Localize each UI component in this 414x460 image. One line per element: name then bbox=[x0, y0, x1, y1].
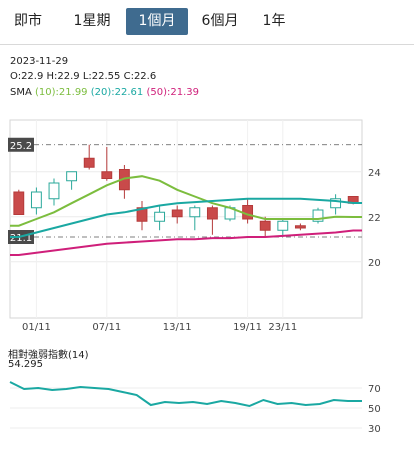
sma10-line bbox=[10, 175, 362, 227]
candle-up bbox=[330, 198, 342, 209]
candle-up bbox=[277, 220, 289, 231]
x-tick-label: 07/11 bbox=[92, 322, 121, 333]
x-tick-label: 23/11 bbox=[268, 322, 297, 333]
period-tabs: 即市 1星期 1個月 6個月 1年 bbox=[0, 0, 414, 45]
rsi-title: 相對強弱指數(14) bbox=[8, 346, 89, 361]
candle-down bbox=[83, 157, 95, 168]
candle-up bbox=[154, 211, 166, 222]
tab-1-month[interactable]: 1個月 bbox=[126, 8, 188, 35]
reference-label: 25.2 bbox=[10, 141, 32, 152]
candle-down bbox=[206, 207, 218, 220]
candle-down bbox=[136, 207, 148, 222]
candle-down bbox=[171, 209, 183, 218]
x-tick-label: 19/11 bbox=[233, 322, 262, 333]
candle-up bbox=[189, 207, 201, 218]
rsi-line bbox=[9, 381, 362, 408]
sma20-line bbox=[10, 197, 362, 238]
rsi-tick-label: 50 bbox=[368, 404, 381, 415]
sma-legend: SMA (10):21.99 (20):22.61 (50):21.39 bbox=[10, 86, 199, 99]
tab-realtime[interactable]: 即市 bbox=[14, 13, 42, 29]
sma50-line bbox=[10, 229, 362, 256]
y-tick-label: 20 bbox=[368, 258, 381, 269]
y-tick-label: 24 bbox=[368, 168, 381, 179]
reference-label: 21.1 bbox=[10, 233, 32, 244]
price-chart[interactable]: 20 22 24 01/11 07/11 13/11 19/11 23/11 25.2 21.1 bbox=[0, 118, 414, 336]
sma-legend-label: SMA bbox=[10, 87, 32, 98]
rsi-title-text: 相對強弱指數 bbox=[8, 350, 68, 361]
quote-ohlc: O:22.9 H:22.9 L:22.55 C:22.6 bbox=[10, 71, 157, 82]
tab-6-months[interactable]: 6個月 bbox=[201, 13, 239, 29]
sma50-value: (50):21.39 bbox=[146, 87, 199, 98]
sma20-value: (20):22.61 bbox=[90, 87, 144, 98]
rsi-tick-label: 30 bbox=[368, 424, 381, 435]
candle-down bbox=[13, 191, 25, 215]
tab-1-year[interactable]: 1年 bbox=[262, 13, 286, 29]
quote-date: 2023-11-29 bbox=[10, 56, 69, 67]
sma10-value: (10):21.99 bbox=[35, 87, 88, 98]
candle-up bbox=[48, 182, 60, 200]
tab-1-week[interactable]: 1星期 bbox=[73, 13, 111, 29]
y-tick-label: 22 bbox=[368, 213, 381, 224]
candle-up bbox=[30, 191, 42, 209]
candle-down bbox=[101, 171, 113, 179]
rsi-value: 54.295 bbox=[8, 359, 43, 370]
candle-down bbox=[259, 220, 271, 231]
reference-label-box bbox=[8, 137, 34, 152]
candle-up bbox=[312, 209, 324, 222]
x-tick-label: 13/11 bbox=[163, 322, 192, 333]
rsi-chart[interactable]: 30 50 70 bbox=[0, 366, 414, 440]
rsi-title-period: (14) bbox=[68, 350, 89, 361]
candle-down bbox=[294, 225, 306, 229]
candle-up bbox=[66, 171, 78, 182]
x-tick-label: 01/11 bbox=[22, 322, 51, 333]
rsi-tick-label: 70 bbox=[368, 384, 381, 395]
